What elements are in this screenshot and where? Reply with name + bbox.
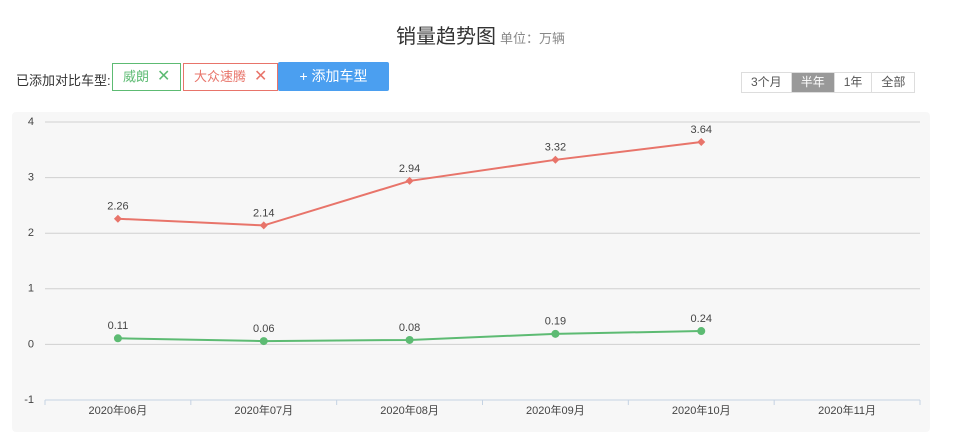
y-tick-label: 2 [28,227,34,239]
range-option[interactable]: 3个月 [751,75,782,89]
x-tick-label: 2020年10月 [672,403,731,417]
range-option[interactable]: 1年 [833,73,872,92]
data-label: 0.06 [253,323,274,335]
x-tick-label: 2020年08月 [380,403,439,417]
car-tag[interactable]: 威朗 ✕ [112,63,182,91]
y-tick-label: -1 [24,394,34,406]
title: 销量趋势图 [395,26,496,48]
add-button[interactable]: + 添加车型 [278,62,389,91]
subtitle: 单位：万辆 [499,31,565,46]
point [113,334,122,343]
y-tick-label: 4 [28,116,34,128]
point [259,337,268,346]
point [551,155,560,164]
x-tick-label: 2020年11月 [818,403,876,417]
compare-label: 已添加对比车型: [16,73,111,88]
point [259,221,268,230]
remove-icon[interactable]: ✕ [157,68,171,85]
x-tick-label: 2020年07月 [234,403,293,417]
x-tick-label: 2020年06月 [89,403,148,417]
point [697,327,706,336]
data-label: 0.24 [691,313,712,325]
point [551,329,560,338]
y-tick-label: 0 [28,338,34,350]
point [405,335,414,344]
data-label: 3.64 [691,124,712,136]
range-option[interactable]: 全部 [871,73,914,92]
tag-label: 威朗 [123,69,150,84]
point [405,176,414,185]
chart-background [12,112,930,432]
range-option[interactable]: 半年 [790,73,834,92]
y-tick-label: 1 [28,283,34,295]
y-tick-label: 3 [28,172,34,184]
data-label: 2.26 [107,201,128,213]
data-label: 2.94 [399,163,420,175]
tag-label: 大众速腾 [194,69,247,84]
data-label: 0.11 [108,320,129,332]
range-selector: 3个月 半年 1年 全部 [741,72,916,93]
data-label: 3.32 [545,142,566,154]
data-label: 0.19 [545,316,566,328]
data-label: 2.14 [253,207,274,219]
point [697,138,706,147]
x-tick-label: 2020年09月 [526,403,585,417]
point [113,214,122,223]
data-label: 0.08 [399,322,420,334]
title-bar: 销量趋势图 单位：万辆 [0,20,961,49]
car-tag[interactable]: 大众速腾 ✕ [183,63,279,91]
remove-icon[interactable]: ✕ [254,68,268,85]
